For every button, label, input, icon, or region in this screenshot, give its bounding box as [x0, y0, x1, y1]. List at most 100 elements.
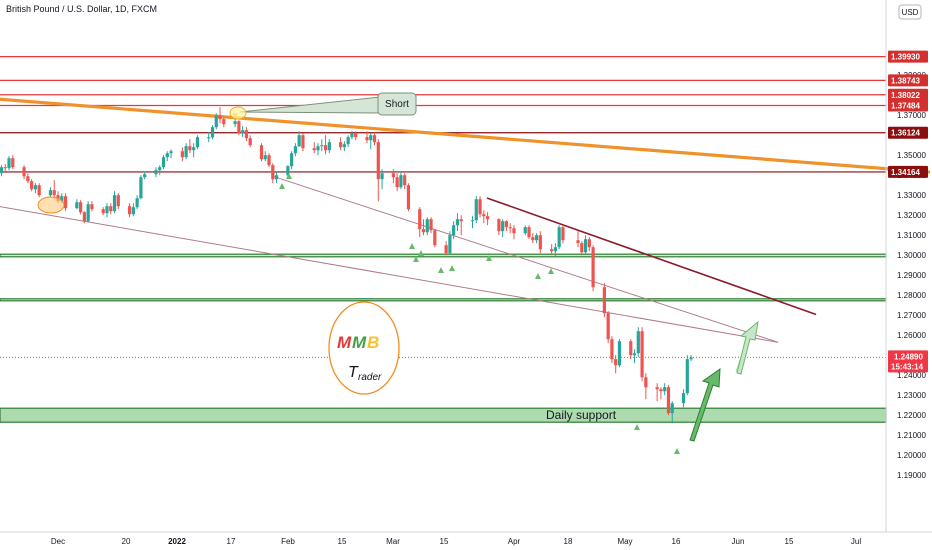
candle-body	[421, 229, 426, 233]
candle-body	[614, 359, 618, 366]
candle-body	[350, 133, 354, 138]
candle-body	[180, 151, 184, 158]
candle-body	[689, 357, 693, 360]
candle-body	[512, 228, 516, 234]
candle-body	[60, 196, 64, 202]
candle-body	[184, 146, 188, 158]
axes	[0, 0, 932, 533]
price-tag-label: 1.34164	[891, 168, 920, 177]
candle-body	[297, 135, 301, 147]
candle-body	[602, 287, 606, 314]
candle-body	[7, 158, 11, 169]
short-callout-box	[377, 92, 417, 116]
price-tag-label: 1.37484	[891, 102, 920, 111]
trendlines	[0, 97, 931, 343]
candle-body	[425, 219, 429, 233]
short-label: Short	[385, 99, 409, 110]
candle-body	[244, 130, 249, 139]
signal-marker	[548, 268, 554, 274]
candle-body	[452, 225, 456, 236]
signal-marker	[413, 256, 419, 262]
candle-body	[399, 175, 403, 188]
candle-body	[127, 206, 132, 215]
candle-body	[418, 209, 422, 230]
candle-body	[116, 195, 120, 207]
candle-body	[37, 185, 41, 196]
candle-body	[131, 207, 135, 215]
candle-body	[0, 167, 4, 174]
candle-body	[33, 185, 37, 190]
candle-body	[290, 153, 294, 167]
candle-body	[214, 115, 218, 128]
price-tag-label: 1.39930	[891, 53, 920, 62]
resistance-levels	[0, 55, 886, 173]
candle-body	[459, 219, 463, 222]
y-tick-label: 1.29000	[897, 271, 926, 280]
candle-body	[233, 121, 237, 125]
candle-body	[681, 393, 686, 404]
price-tag-label: 1.36124	[891, 129, 920, 138]
candle-body	[165, 153, 169, 158]
currency-button[interactable]: USD	[898, 4, 922, 20]
candle-body	[497, 219, 501, 232]
x-tick-label: Dec	[51, 537, 65, 546]
candle-body	[380, 173, 384, 180]
logo-trader-rest: rader	[358, 372, 382, 383]
candle-body	[161, 157, 166, 168]
support-zone	[0, 298, 887, 302]
logo-trader-initial: T	[348, 364, 359, 381]
logo-letter: M	[352, 333, 367, 352]
signal-marker	[438, 267, 444, 273]
signal-marker	[634, 424, 640, 430]
y-tick-label: 1.28000	[897, 291, 926, 300]
descending-resistance-line	[486, 197, 817, 316]
candle-body	[79, 202, 83, 213]
candle-body	[188, 146, 192, 151]
candle-body	[346, 137, 350, 145]
last-price-tag	[888, 350, 928, 373]
candle-body	[523, 227, 527, 234]
price-tag	[888, 88, 928, 101]
candle-body	[112, 195, 117, 212]
candle-body	[644, 377, 648, 388]
signal-marker	[486, 255, 492, 261]
annotations: Short M M BT rader	[37, 92, 759, 442]
candle-body	[508, 227, 512, 229]
candle-body	[610, 339, 614, 360]
candle-body	[369, 135, 373, 141]
candle-body	[587, 239, 591, 248]
candle-body	[222, 119, 226, 125]
candle-body	[339, 142, 343, 148]
candle-body	[636, 331, 640, 354]
x-tick-label: Jun	[732, 537, 745, 546]
projection-arrow-faded	[736, 320, 759, 375]
signal-marker	[279, 183, 285, 189]
candle-body	[629, 341, 633, 356]
candle-body	[685, 359, 689, 394]
main-downtrend-line	[0, 97, 931, 174]
candle-body	[109, 206, 113, 212]
candle-body	[448, 235, 452, 254]
candle-body	[271, 165, 275, 180]
candle-body	[478, 199, 482, 215]
candle-body	[372, 135, 377, 143]
candle-body	[531, 237, 535, 241]
candle-body	[105, 206, 109, 214]
candle-body	[22, 167, 26, 177]
candle-body	[48, 190, 53, 196]
candle-body	[376, 142, 380, 180]
candle-body	[504, 221, 509, 228]
lower-trendline-b	[272, 175, 779, 343]
candle-body	[406, 185, 411, 210]
candle-body	[659, 389, 663, 392]
candle-body	[320, 145, 324, 147]
daily-support-label: Daily support	[546, 408, 617, 422]
candle-body	[301, 135, 305, 149]
candle-body	[550, 249, 554, 252]
y-tick-label: 1.30000	[897, 251, 926, 260]
candle-body	[195, 137, 200, 148]
x-tick-label: Jul	[851, 537, 861, 546]
candle-body	[538, 235, 542, 250]
